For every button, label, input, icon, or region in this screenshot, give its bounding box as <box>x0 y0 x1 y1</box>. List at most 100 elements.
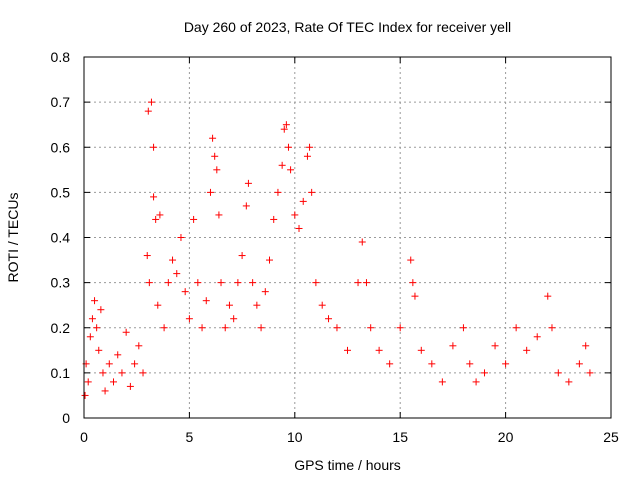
data-point <box>150 143 158 151</box>
data-point <box>215 211 223 219</box>
data-point <box>333 324 341 332</box>
data-point <box>299 197 307 205</box>
data-point <box>278 161 286 169</box>
data-point <box>95 346 103 354</box>
data-point <box>512 324 520 332</box>
data-point <box>257 324 265 332</box>
data-point <box>367 324 375 332</box>
data-point <box>274 188 282 196</box>
ticks-layer: 0 0.1 0.2 0.3 0.4 0.5 0.6 0.7 0.8 0 5 10 15 20 25 <box>51 49 619 445</box>
data-point <box>238 252 246 260</box>
data-point <box>362 279 370 287</box>
data-point <box>230 315 238 323</box>
y-tick-label: 0.6 <box>51 139 71 155</box>
data-point <box>354 279 362 287</box>
data-point <box>173 270 181 278</box>
data-point <box>295 224 303 232</box>
data-point <box>308 188 316 196</box>
data-point <box>291 211 299 219</box>
data-point <box>270 215 278 223</box>
data-point <box>97 306 105 314</box>
data-point <box>122 328 130 336</box>
data-point <box>144 107 152 115</box>
data-point <box>150 193 158 201</box>
x-axis-title: GPS time / hours <box>294 457 401 473</box>
data-point <box>88 315 96 323</box>
data-point <box>523 346 531 354</box>
data-point <box>156 211 164 219</box>
data-point <box>105 360 113 368</box>
x-tick-label: 10 <box>287 429 303 445</box>
x-tick-label: 5 <box>186 429 194 445</box>
data-point <box>249 279 257 287</box>
data-point <box>407 256 415 264</box>
data-point <box>417 346 425 354</box>
data-point <box>287 166 295 174</box>
y-tick-label: 0.5 <box>51 184 71 200</box>
data-point <box>135 342 143 350</box>
y-tick-label: 0.1 <box>51 365 71 381</box>
data-point <box>126 382 134 390</box>
data-point <box>466 360 474 368</box>
data-point <box>502 360 510 368</box>
data-point <box>575 360 583 368</box>
data-point <box>217 279 225 287</box>
data-point <box>282 121 290 129</box>
data-point <box>169 256 177 264</box>
data-point <box>110 378 118 386</box>
data-point <box>411 292 419 300</box>
data-point <box>234 279 242 287</box>
data-point <box>565 378 573 386</box>
data-point <box>554 369 562 377</box>
data-point <box>84 378 92 386</box>
data-point <box>280 125 288 133</box>
data-point <box>428 360 436 368</box>
y-tick-label: 0.3 <box>51 275 71 291</box>
data-point <box>544 292 552 300</box>
data-point <box>139 369 147 377</box>
x-tick-label: 20 <box>498 429 514 445</box>
data-point <box>154 301 162 309</box>
points-layer <box>81 98 594 399</box>
data-point <box>206 188 214 196</box>
x-tick-label: 15 <box>392 429 408 445</box>
y-tick-label: 0.2 <box>51 320 71 336</box>
data-point <box>185 315 193 323</box>
data-point <box>242 202 250 210</box>
data-point <box>225 301 233 309</box>
data-point <box>325 315 333 323</box>
data-point <box>312 279 320 287</box>
data-point <box>181 288 189 296</box>
data-point <box>582 342 590 350</box>
data-point <box>209 134 217 142</box>
data-point <box>114 351 122 359</box>
data-point <box>396 324 404 332</box>
data-point <box>145 279 153 287</box>
plot-frame <box>83 56 612 419</box>
data-point <box>91 297 99 305</box>
data-point <box>164 279 172 287</box>
data-point <box>152 215 160 223</box>
data-point <box>284 143 292 151</box>
y-tick-label: 0.7 <box>51 94 71 110</box>
grid-layer <box>84 57 611 418</box>
data-point <box>306 143 314 151</box>
data-point <box>211 152 219 160</box>
data-point <box>190 215 198 223</box>
y-axis-title: ROTI / TECUs <box>5 193 21 283</box>
chart-title: Day 260 of 2023, Rate Of TEC Index for r… <box>184 19 511 35</box>
data-point <box>586 369 594 377</box>
data-point <box>438 378 446 386</box>
data-point <box>491 342 499 350</box>
data-point <box>449 342 457 350</box>
data-point <box>261 288 269 296</box>
data-point <box>459 324 467 332</box>
data-point <box>93 324 101 332</box>
data-point <box>318 301 326 309</box>
data-point <box>409 279 417 287</box>
data-point <box>202 297 210 305</box>
x-tick-label: 0 <box>80 429 88 445</box>
data-point <box>266 256 274 264</box>
data-point <box>131 360 139 368</box>
